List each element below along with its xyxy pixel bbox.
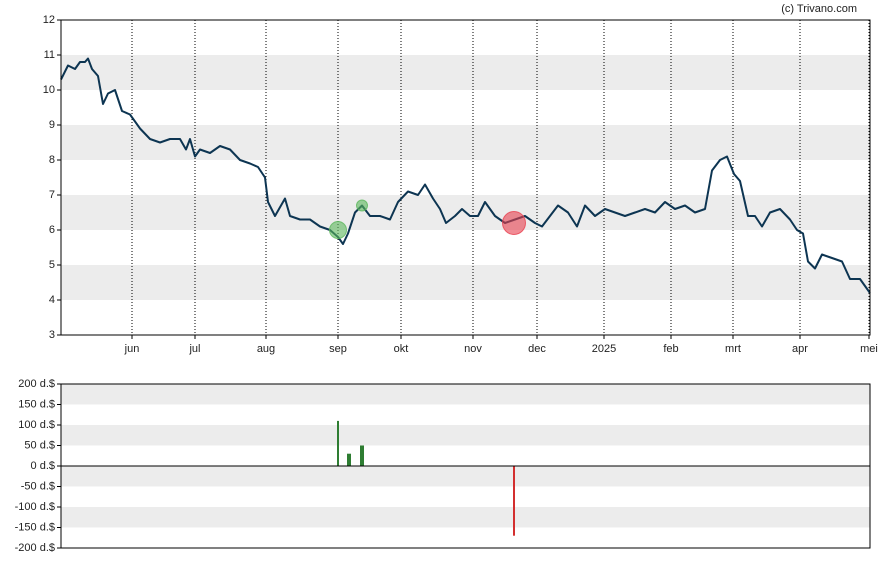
x-tick-label: jul — [188, 343, 200, 355]
y-tick-label: -150 d.$ — [15, 521, 55, 533]
trade-marker — [329, 221, 347, 239]
grid-band — [61, 55, 870, 90]
x-tick-label: okt — [394, 343, 409, 355]
y-tick-label: 150 d.$ — [18, 398, 55, 410]
x-tick-label: mei — [860, 343, 878, 355]
x-tick-label: nov — [464, 343, 482, 355]
x-tick-label: jun — [124, 343, 140, 355]
trade-marker — [356, 199, 368, 212]
x-tick-label: dec — [528, 343, 546, 355]
grid-band — [61, 265, 870, 300]
y-tick-label: 200 d.$ — [18, 378, 55, 390]
trade-marker — [502, 211, 526, 235]
y-tick-label: 12 — [43, 14, 55, 26]
y-tick-label: 0 d.$ — [31, 460, 55, 472]
grid-band — [61, 466, 870, 487]
y-tick-label: 3 — [49, 329, 55, 341]
price-line — [60, 57, 871, 294]
grid-band — [61, 507, 870, 528]
plot-frame — [60, 19, 871, 336]
y-tick-label: 5 — [49, 259, 55, 271]
y-tick-label: 9 — [49, 119, 55, 131]
x-tick-label: 2025 — [592, 343, 616, 355]
y-tick-label: 50 d.$ — [24, 439, 55, 451]
y-tick-label: 11 — [44, 49, 55, 61]
y-tick-label: 4 — [49, 294, 55, 306]
y-tick-label: 8 — [49, 154, 55, 166]
plot-frame — [60, 383, 871, 549]
y-tick-label: -200 d.$ — [15, 542, 55, 554]
x-tick-label: aug — [257, 343, 275, 355]
x-tick-label: apr — [792, 343, 808, 355]
y-tick-label: 6 — [49, 224, 55, 236]
x-tick-label: sep — [329, 343, 347, 355]
y-tick-label: 10 — [43, 84, 55, 96]
x-tick-label: mrt — [725, 343, 741, 355]
grid-band — [61, 425, 870, 446]
y-tick-label: 100 d.$ — [18, 419, 55, 431]
y-tick-label: -100 d.$ — [15, 501, 55, 513]
y-tick-label: -50 d.$ — [21, 480, 55, 492]
credit: (c) Trivano.com — [781, 3, 857, 15]
grid-band — [61, 384, 870, 405]
y-tick-label: 7 — [49, 189, 55, 201]
x-tick-label: feb — [663, 343, 678, 355]
